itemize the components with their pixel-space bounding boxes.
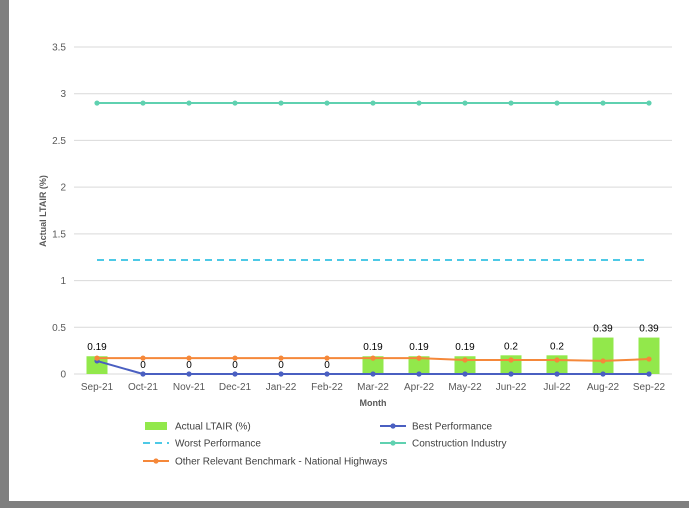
x-axis-ticks: Sep-21 Oct-21 Nov-21 Dec-21 Jan-22 Feb-22 Mar-… xyxy=(81,382,666,393)
y-tick-label: 1.5 xyxy=(52,229,66,240)
legend: Actual LTAIR (%) Best Performance Worst Pe… xyxy=(143,422,507,468)
y-tick-label: 3.5 xyxy=(52,43,66,54)
marker-construction-industry xyxy=(186,100,192,106)
marker-construction-industry xyxy=(554,100,560,106)
marker-best-performance xyxy=(646,371,652,377)
marker-best-performance xyxy=(278,371,284,377)
marker-other-relevant-benchmark-national-highways xyxy=(232,355,238,361)
data-label: 0 xyxy=(278,360,284,371)
x-tick-label: Oct-21 xyxy=(128,382,158,393)
data-label: 0.2 xyxy=(504,341,518,352)
marker-other-relevant-benchmark-national-highways xyxy=(508,357,514,363)
y-tick-label: 2.5 xyxy=(52,136,66,147)
data-label: 0 xyxy=(324,360,330,371)
legend-label-worst-performance: Worst Performance xyxy=(175,439,261,450)
legend-marker-construction-industry xyxy=(390,440,396,446)
marker-construction-industry xyxy=(324,100,330,106)
data-label: 0.19 xyxy=(363,342,383,353)
legend-marker-other-relevant-benchmark-national-highways xyxy=(153,458,159,464)
marker-other-relevant-benchmark-national-highways xyxy=(370,355,376,361)
marker-best-performance xyxy=(370,371,376,377)
y-axis-ticks: 0 0.5 1 1.5 2 2.5 3 3.5 xyxy=(52,43,66,381)
data-label: 0 xyxy=(186,360,192,371)
marker-other-relevant-benchmark-national-highways xyxy=(186,355,192,361)
marker-construction-industry xyxy=(278,100,284,106)
y-tick-label: 2 xyxy=(60,183,66,194)
data-label: 0 xyxy=(232,360,238,371)
data-labels: 0.19 0 0 0 0 0 0.19 0.19 0.19 0.2 0.2 0.39 0.39 xyxy=(87,324,659,371)
x-tick-label: Sep-22 xyxy=(633,382,666,393)
bar-mar-22 xyxy=(362,356,384,374)
marker-other-relevant-benchmark-national-highways xyxy=(462,357,468,363)
x-tick-label: Jul-22 xyxy=(543,382,571,393)
x-tick-label: Dec-21 xyxy=(219,382,252,393)
marker-construction-industry xyxy=(462,100,468,106)
marker-best-performance xyxy=(140,371,146,377)
data-label: 0 xyxy=(140,360,146,371)
marker-construction-industry xyxy=(508,100,514,106)
legend-marker-best-performance xyxy=(390,423,396,429)
y-axis-title: Actual LTAIR (%) xyxy=(38,175,48,247)
y-tick-label: 0.5 xyxy=(52,323,66,334)
x-tick-label: Aug-22 xyxy=(587,382,620,393)
x-tick-label: Jan-22 xyxy=(266,382,297,393)
bar-aug-22 xyxy=(592,337,614,374)
x-tick-label: Mar-22 xyxy=(357,382,389,393)
y-tick-label: 0 xyxy=(60,370,66,381)
x-tick-label: May-22 xyxy=(448,382,482,393)
marker-best-performance xyxy=(324,371,330,377)
x-tick-label: Jun-22 xyxy=(496,382,527,393)
marker-construction-industry xyxy=(370,100,376,106)
bar-sep-21 xyxy=(86,356,108,374)
marker-other-relevant-benchmark-national-highways xyxy=(554,357,560,363)
marker-other-relevant-benchmark-national-highways xyxy=(324,355,330,361)
legend-label-construction-industry: Construction Industry xyxy=(412,439,507,450)
marker-other-relevant-benchmark-national-highways xyxy=(646,356,652,362)
x-tick-label: Feb-22 xyxy=(311,382,343,393)
marker-best-performance xyxy=(508,371,514,377)
legend-swatch-actual-ltair xyxy=(145,422,167,430)
marker-best-performance xyxy=(416,371,422,377)
gridlines xyxy=(74,46,672,375)
data-label: 0.2 xyxy=(550,341,564,352)
marker-other-relevant-benchmark-national-highways xyxy=(94,355,100,361)
legend-label-actual-ltair: Actual LTAIR (%) xyxy=(175,422,251,433)
marker-construction-industry xyxy=(600,100,606,106)
y-tick-label: 3 xyxy=(60,89,66,100)
marker-construction-industry xyxy=(140,100,146,106)
data-label: 0.39 xyxy=(639,324,659,335)
legend-label-other-relevant-benchmark-national-highways: Other Relevant Benchmark - National High… xyxy=(175,457,387,468)
data-label: 0.19 xyxy=(87,342,107,353)
series-lines xyxy=(94,100,652,377)
marker-best-performance xyxy=(554,371,560,377)
legend-label-best-performance: Best Performance xyxy=(412,422,492,433)
data-label: 0.19 xyxy=(409,342,429,353)
marker-construction-industry xyxy=(232,100,238,106)
marker-other-relevant-benchmark-national-highways xyxy=(140,355,146,361)
bar-sep-22 xyxy=(638,337,660,374)
bar-apr-22 xyxy=(408,356,430,374)
marker-best-performance xyxy=(462,371,468,377)
x-tick-label: Nov-21 xyxy=(173,382,206,393)
marker-other-relevant-benchmark-national-highways xyxy=(278,355,284,361)
y-tick-label: 1 xyxy=(60,276,66,287)
x-tick-label: Sep-21 xyxy=(81,382,114,393)
data-label: 0.39 xyxy=(593,324,613,335)
marker-construction-industry xyxy=(416,100,422,106)
marker-best-performance xyxy=(186,371,192,377)
marker-other-relevant-benchmark-national-highways xyxy=(416,355,422,361)
x-axis-title: Month xyxy=(360,398,387,408)
x-tick-label: Apr-22 xyxy=(404,382,434,393)
data-label: 0.19 xyxy=(455,342,475,353)
marker-best-performance xyxy=(232,371,238,377)
marker-best-performance xyxy=(600,371,606,377)
marker-construction-industry xyxy=(94,100,100,106)
marker-other-relevant-benchmark-national-highways xyxy=(600,358,606,364)
marker-construction-industry xyxy=(646,100,652,106)
